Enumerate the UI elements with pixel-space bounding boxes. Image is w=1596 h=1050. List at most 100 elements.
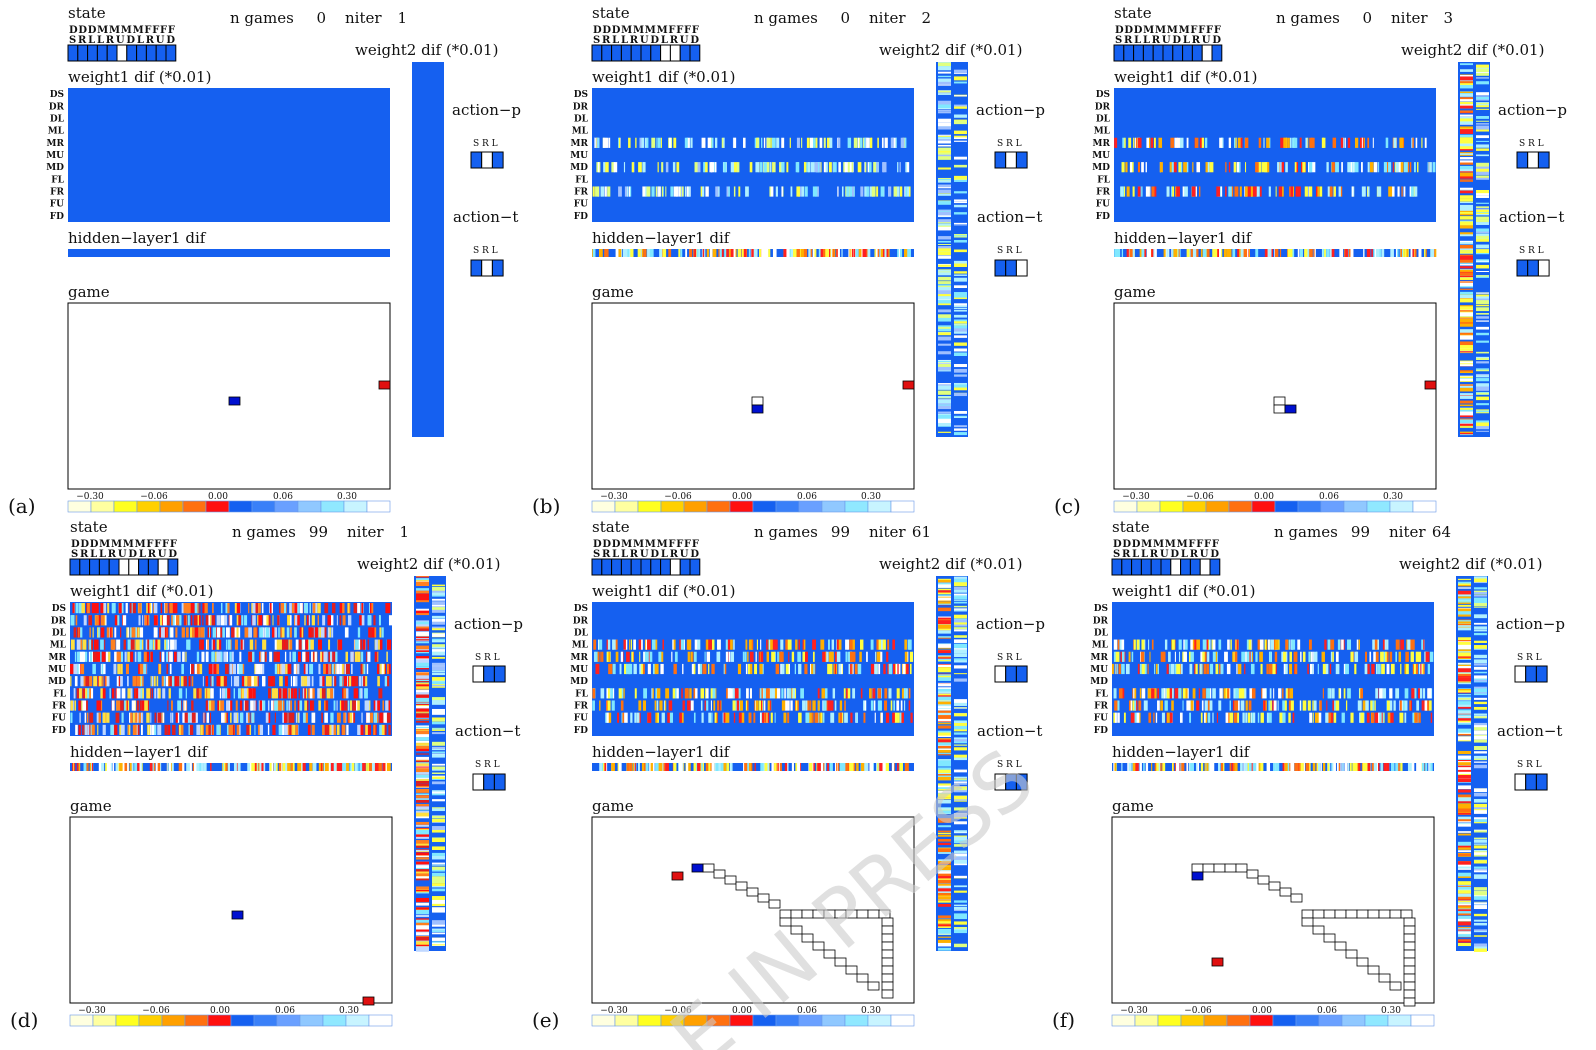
state-cell: [127, 45, 137, 61]
action-p-codes: S R L: [1519, 139, 1544, 149]
heat-cell: [849, 664, 851, 674]
heat-cell: [798, 664, 801, 674]
heat-cell: [362, 615, 365, 625]
state-cell: [137, 45, 147, 61]
heat-cell: [626, 652, 630, 662]
row-label: ML: [50, 641, 67, 651]
heat-cell: [432, 616, 445, 619]
heat-cell: [938, 236, 951, 239]
heat-cell: [938, 626, 951, 628]
heat-cell: [350, 700, 352, 710]
heat-cell: [938, 412, 951, 414]
heat-cell: [324, 763, 325, 771]
heat-cell: [330, 688, 333, 698]
heat-cell: [432, 873, 445, 876]
heat-cell: [938, 940, 951, 944]
heat-cell: [629, 640, 630, 650]
heat-cell: [1460, 319, 1473, 322]
heat-cell: [268, 725, 269, 735]
heat-cell: [198, 627, 200, 637]
heat-cell: [172, 725, 176, 735]
heat-cell: [359, 676, 362, 686]
heat-cell: [774, 763, 776, 771]
colorbar-tick: 0.06: [1319, 492, 1339, 502]
heat-cell: [720, 249, 722, 257]
heat-cell: [832, 640, 834, 650]
heat-cell: [658, 652, 661, 662]
heat-cell: [680, 249, 682, 257]
heat-cell: [1255, 249, 1258, 257]
heat-cell: [1135, 138, 1136, 148]
heat-cell: [1476, 316, 1489, 318]
heat-cell: [416, 600, 429, 602]
game-title: game: [592, 797, 634, 815]
heat-cell: [168, 725, 170, 735]
heat-cell: [687, 186, 689, 196]
heat-cell: [1476, 320, 1489, 321]
heat-cell: [884, 249, 886, 257]
colorbar-tick: 0.30: [1383, 492, 1403, 502]
heat-cell: [1302, 162, 1304, 172]
heat-cell: [954, 240, 967, 243]
heat-cell: [803, 640, 804, 650]
heat-cell: [782, 162, 785, 172]
heat-cell: [1476, 393, 1489, 395]
heat-cell: [1412, 249, 1414, 257]
heat-cell: [938, 598, 951, 601]
heat-cell: [74, 627, 76, 637]
heat-cell: [954, 660, 967, 662]
state-cell: [592, 45, 602, 61]
heat-cell: [83, 676, 85, 686]
heat-cell: [294, 603, 297, 613]
row-label: DS: [52, 604, 66, 614]
heat-cell: [725, 713, 729, 723]
heat-cell: [613, 664, 616, 674]
heat-cell: [387, 713, 391, 723]
heat-cell: [351, 676, 354, 686]
action-p-codes: S R L: [473, 139, 498, 149]
heat-cell: [432, 929, 445, 931]
heat-cell: [96, 652, 100, 662]
heat-cell: [186, 763, 190, 771]
heat-cell: [1234, 186, 1238, 196]
heat-cell: [142, 640, 143, 650]
action-t-codes: S R L: [473, 246, 498, 256]
row-label: MU: [570, 151, 588, 161]
heat-cell: [938, 415, 951, 419]
heat-cell: [954, 95, 967, 96]
heat-cell: [864, 763, 868, 771]
colorbar-cell: [868, 501, 891, 512]
heat-cell: [127, 700, 128, 710]
heat-cell: [416, 775, 429, 778]
heat-cell: [135, 640, 139, 650]
heat-cell: [432, 896, 445, 900]
heat-cell: [688, 186, 690, 196]
heat-cell: [312, 615, 315, 625]
heat-cell: [141, 688, 143, 698]
heat-cell: [72, 763, 73, 771]
heat-cell: [432, 751, 445, 753]
heat-cell: [647, 640, 651, 650]
heat-cell: [938, 309, 951, 312]
heat-cell: [668, 249, 671, 257]
game-title: game: [1114, 283, 1156, 301]
heat-cell: [874, 700, 876, 710]
heat-cell: [102, 652, 106, 662]
heat-cell: [285, 676, 288, 686]
heat-cell: [1476, 397, 1489, 401]
heat-cell: [938, 921, 951, 924]
heat-cell: [387, 763, 391, 771]
heat-cell: [416, 576, 429, 577]
heat-cell: [1187, 138, 1189, 148]
heat-cell: [1138, 162, 1140, 172]
heat-cell: [1393, 138, 1396, 148]
heat-cell: [1216, 186, 1220, 196]
heat-cell: [1232, 186, 1233, 196]
heat-cell: [249, 688, 252, 698]
heat-cell: [144, 700, 148, 710]
heat-cell: [1476, 305, 1489, 307]
heat-cell: [1151, 138, 1153, 148]
heat-cell: [432, 681, 445, 684]
heat-cell: [1460, 179, 1473, 180]
heat-cell: [871, 640, 874, 650]
